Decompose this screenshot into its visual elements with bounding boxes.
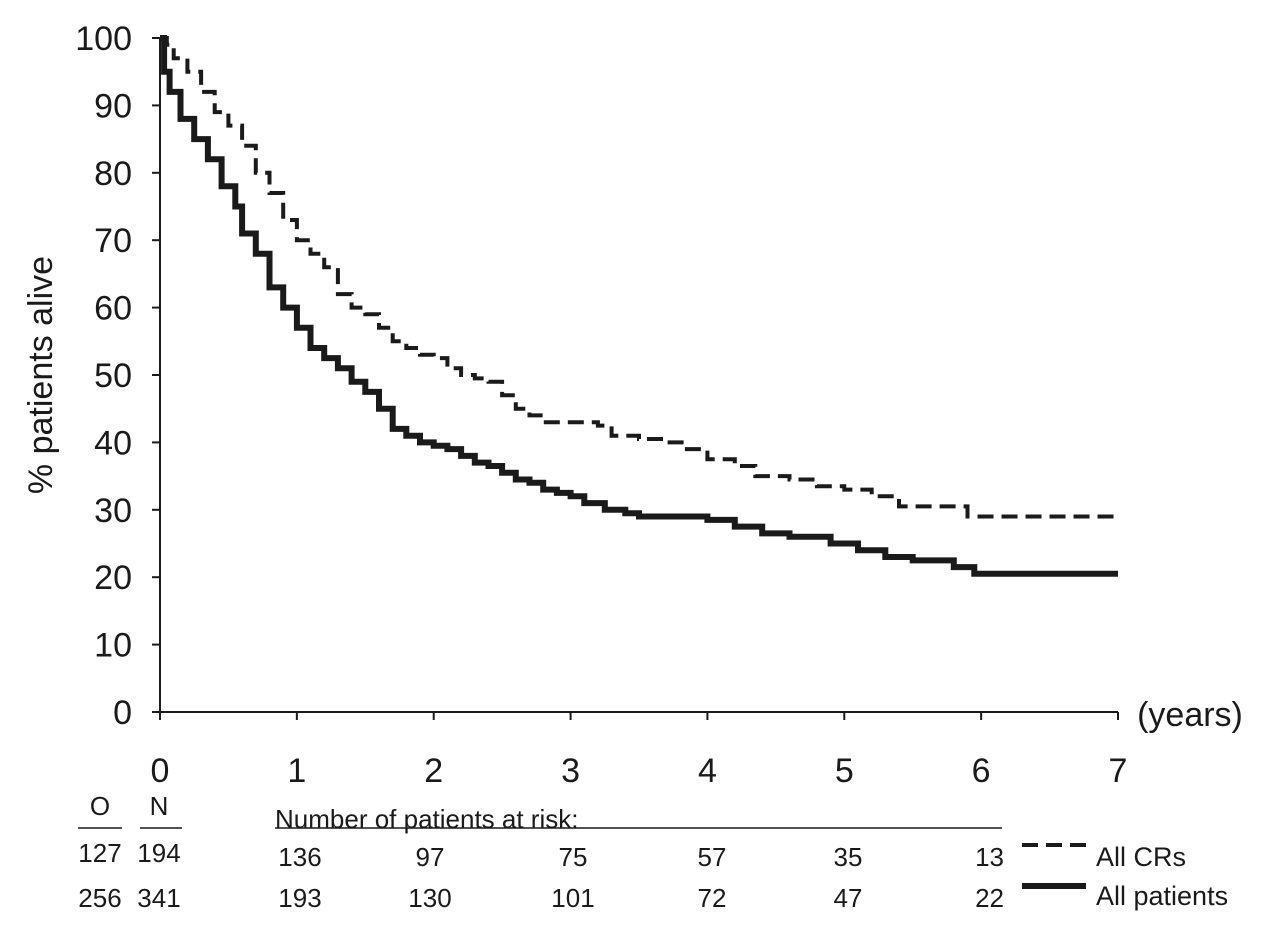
x-axis-title: (years): [1137, 696, 1243, 734]
risk-cell: 13: [975, 842, 1004, 872]
risk-row-o: 127: [78, 838, 121, 868]
risk-row-n: 341: [137, 883, 180, 913]
risk-cell: 130: [408, 883, 451, 913]
risk-col-o-header: O: [90, 791, 110, 821]
x-tick-label: 1: [287, 752, 306, 790]
y-tick-label: 20: [94, 559, 132, 597]
x-tick-label: 3: [561, 752, 580, 790]
y-axis-ticks: 0 10 20 30 40 50 60 70 80 90 100: [75, 20, 160, 732]
risk-col-n-header: N: [150, 791, 169, 821]
y-tick-label: 60: [94, 290, 132, 328]
legend-label-all-crs: All CRs: [1096, 842, 1186, 872]
legend-label-all-patients: All patients: [1096, 881, 1228, 911]
risk-cell: 193: [278, 883, 321, 913]
y-tick-label: 90: [94, 87, 132, 125]
risk-cell: 57: [698, 842, 727, 872]
y-tick-label: 70: [94, 222, 132, 260]
x-tick-label: 6: [972, 752, 991, 790]
risk-row-o: 256: [78, 883, 121, 913]
y-tick-label: 100: [75, 20, 132, 58]
y-tick-label: 0: [113, 694, 132, 732]
series-line-all-patients: [160, 35, 1118, 577]
risk-cell: 136: [278, 842, 321, 872]
series-layer: [160, 35, 1118, 577]
y-tick-label: 50: [94, 357, 132, 395]
y-tick-label: 40: [94, 424, 132, 462]
risk-cell: 101: [551, 883, 594, 913]
risk-cell: 47: [834, 883, 863, 913]
series-line-all-crs: [160, 36, 1118, 519]
y-tick-label: 80: [94, 155, 132, 193]
risk-cell: 35: [834, 842, 863, 872]
x-tick-label: 2: [424, 752, 443, 790]
risk-cell: 97: [416, 842, 445, 872]
x-tick-label: 4: [698, 752, 717, 790]
y-axis-title: % patients alive: [22, 256, 60, 494]
x-tick-label: 5: [835, 752, 854, 790]
x-axis-ticks: 0 1 2 3 4 5 6 7: [151, 712, 1128, 790]
x-tick-label: 0: [151, 752, 170, 790]
risk-cell: 72: [698, 883, 727, 913]
risk-row-n: 194: [137, 838, 180, 868]
y-tick-label: 30: [94, 492, 132, 530]
risk-cell: 75: [559, 842, 588, 872]
y-tick-label: 10: [94, 627, 132, 665]
x-tick-label: 7: [1109, 752, 1128, 790]
risk-cell: 22: [975, 883, 1004, 913]
risk-table-title: Number of patients at risk:: [275, 804, 578, 834]
